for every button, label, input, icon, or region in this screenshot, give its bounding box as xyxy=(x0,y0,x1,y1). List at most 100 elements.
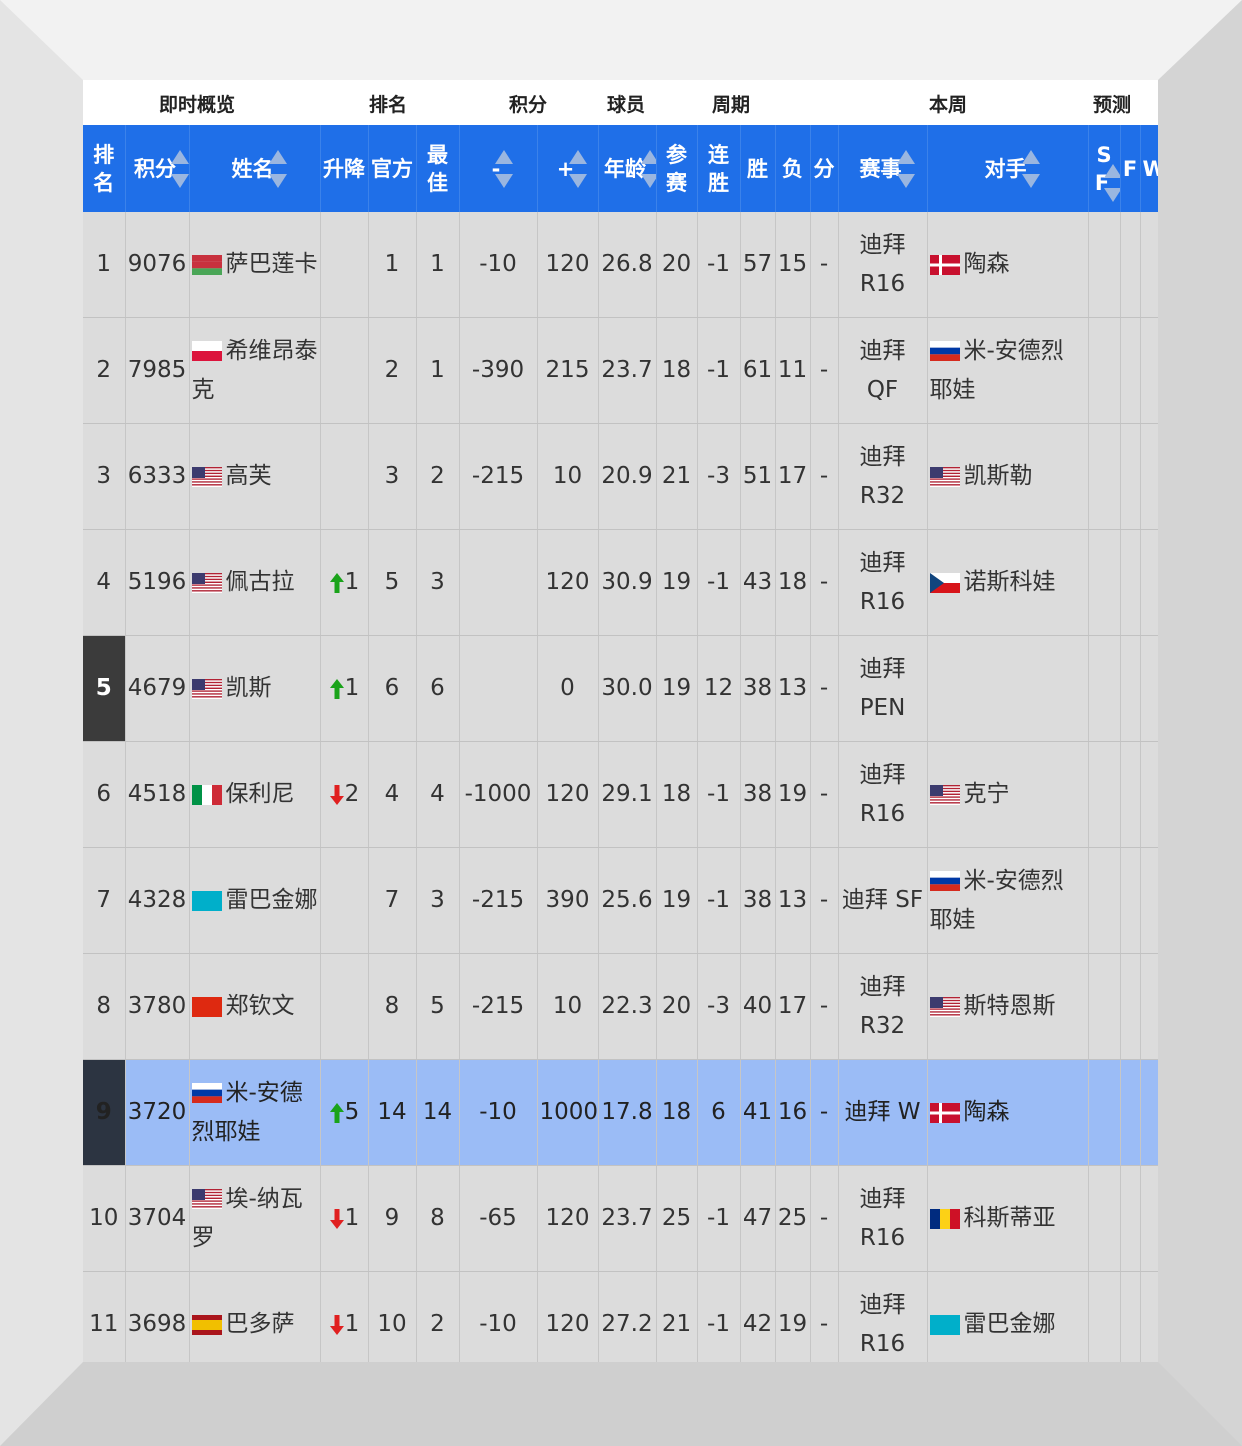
table-cell xyxy=(320,953,369,1060)
cell-text: -1 xyxy=(707,887,730,913)
table-cell: 迪拜 R16 xyxy=(838,1271,928,1362)
table-cell: 120 xyxy=(537,1165,599,1272)
cell-text: 2 xyxy=(96,357,112,383)
cell-text: 38 xyxy=(742,887,773,913)
table-cell: 1 xyxy=(320,1271,369,1362)
cell-text: 4 xyxy=(430,781,445,807)
table-cell: 3 xyxy=(83,423,126,530)
table-cell xyxy=(320,847,369,954)
cell-text: 3 xyxy=(430,887,445,913)
table-cell: -3 xyxy=(697,423,741,530)
cell-text: 5 xyxy=(344,1099,360,1125)
cell-text: 6 xyxy=(96,781,112,807)
cell-text: 科斯蒂亚 xyxy=(963,1205,1056,1231)
column-header-text: 升降 xyxy=(323,156,365,181)
cell-text: 8 xyxy=(384,993,400,1019)
cell-text: 2 xyxy=(430,463,445,489)
cell-text: 迪拜 R32 xyxy=(859,973,906,1039)
column-header-text: F xyxy=(1122,156,1138,181)
table-cell xyxy=(1120,1059,1141,1166)
cell-text: 巴多萨 xyxy=(225,1311,295,1337)
cell-text: -1 xyxy=(707,569,730,595)
table-cell: 10 xyxy=(537,423,599,530)
table-cell xyxy=(1140,423,1158,530)
cell-text: -10 xyxy=(479,251,517,277)
table-row: 9 3720 米-安德烈耶娃 5 14 14 -10 1000 17.8 18 6 41 16- 迪拜 W… xyxy=(83,1059,1158,1166)
table-cell: 4 xyxy=(416,741,460,848)
trend-arrow xyxy=(329,1102,344,1123)
cell-text: -10 xyxy=(479,1099,517,1125)
cell-text: 7 xyxy=(96,887,112,913)
table-cell: 20.9 xyxy=(598,423,657,530)
table-cell: 29.1 xyxy=(598,741,657,848)
group-header-row: 即时概览 排名 积分 球员 周期 本周 预测 xyxy=(83,80,1158,125)
cell-text: 1 xyxy=(384,251,400,277)
column-header-text: 负 xyxy=(782,156,803,181)
flag-icon xyxy=(191,572,222,593)
cell-text: -3 xyxy=(707,463,730,489)
table-cell: 迪拜 R16 xyxy=(838,1165,928,1272)
cell-text: 38 xyxy=(742,781,773,807)
flag-icon xyxy=(191,1083,222,1103)
cell-text: 米-安德烈耶娃 xyxy=(929,867,1064,933)
cell-text: - xyxy=(819,887,829,913)
cell-text: 18 xyxy=(661,1099,692,1125)
table-cell: 390 xyxy=(537,847,599,954)
table-cell: - xyxy=(810,635,839,742)
cell-text: 7 xyxy=(384,887,400,913)
table-cell: - xyxy=(810,1271,839,1362)
flag-icon xyxy=(191,1314,222,1335)
cell-text: 埃-纳瓦罗 xyxy=(191,1185,303,1251)
cell-text: - xyxy=(819,463,829,489)
cell-text: 10 xyxy=(89,1205,119,1231)
cell-text: 30.0 xyxy=(601,675,653,701)
cell-text: - xyxy=(819,251,829,277)
cell-text: 凯斯 xyxy=(225,675,272,701)
flag-icon xyxy=(929,784,960,805)
table-cell: 高芙 xyxy=(189,423,321,530)
cell-text: 25 xyxy=(777,1205,808,1231)
cell-text: 佩古拉 xyxy=(225,569,295,595)
cell-text: 17.8 xyxy=(601,1099,653,1125)
table-cell: 5 xyxy=(320,1059,369,1166)
table-cell xyxy=(1140,529,1158,636)
table-cell: -1 xyxy=(697,212,741,318)
cell-text: 迪拜 R16 xyxy=(859,549,906,615)
cell-text: 120 xyxy=(545,1205,590,1231)
cell-text: 5 xyxy=(95,675,112,701)
table-cell: - xyxy=(810,1165,839,1272)
cell-text: 120 xyxy=(545,251,590,277)
cell-text: -10 xyxy=(479,1311,517,1337)
table-cell: - xyxy=(810,847,839,954)
table-cell: -1 xyxy=(697,317,741,424)
table-cell xyxy=(1120,741,1141,848)
table-cell: 15 xyxy=(775,212,811,318)
cell-text: 21 xyxy=(661,1311,692,1337)
column-header: 对手 xyxy=(927,125,1089,212)
group-header: 球员 xyxy=(606,94,646,116)
cell-text: -1 xyxy=(707,781,730,807)
cell-text: 陶森 xyxy=(963,251,1010,277)
table-cell xyxy=(1140,212,1158,318)
table-cell: 25 xyxy=(775,1165,811,1272)
table-cell: 43 xyxy=(740,529,776,636)
cell-text: 9 xyxy=(95,1099,112,1125)
table-cell: 希维昂泰克 xyxy=(189,317,321,424)
table-cell: 4 xyxy=(83,529,126,636)
flag-icon xyxy=(191,996,222,1017)
table-cell: 米-安德烈耶娃 xyxy=(927,847,1089,954)
cell-text: 20.9 xyxy=(601,463,653,489)
table-cell: 3698 xyxy=(125,1271,190,1362)
table-cell xyxy=(1088,1165,1121,1272)
column-header: SF xyxy=(1088,125,1121,212)
table-cell: 迪拜 PEN xyxy=(838,635,928,742)
column-header-text: 胜 xyxy=(747,156,768,181)
cell-text: 25 xyxy=(661,1205,692,1231)
cell-text: 29.1 xyxy=(601,781,653,807)
table-cell: 4679 xyxy=(125,635,190,742)
column-header: 参赛 xyxy=(656,125,698,212)
column-header-text: 赛事 xyxy=(859,156,902,181)
cell-text: - xyxy=(819,993,829,1019)
cell-text: 6 xyxy=(430,675,445,701)
